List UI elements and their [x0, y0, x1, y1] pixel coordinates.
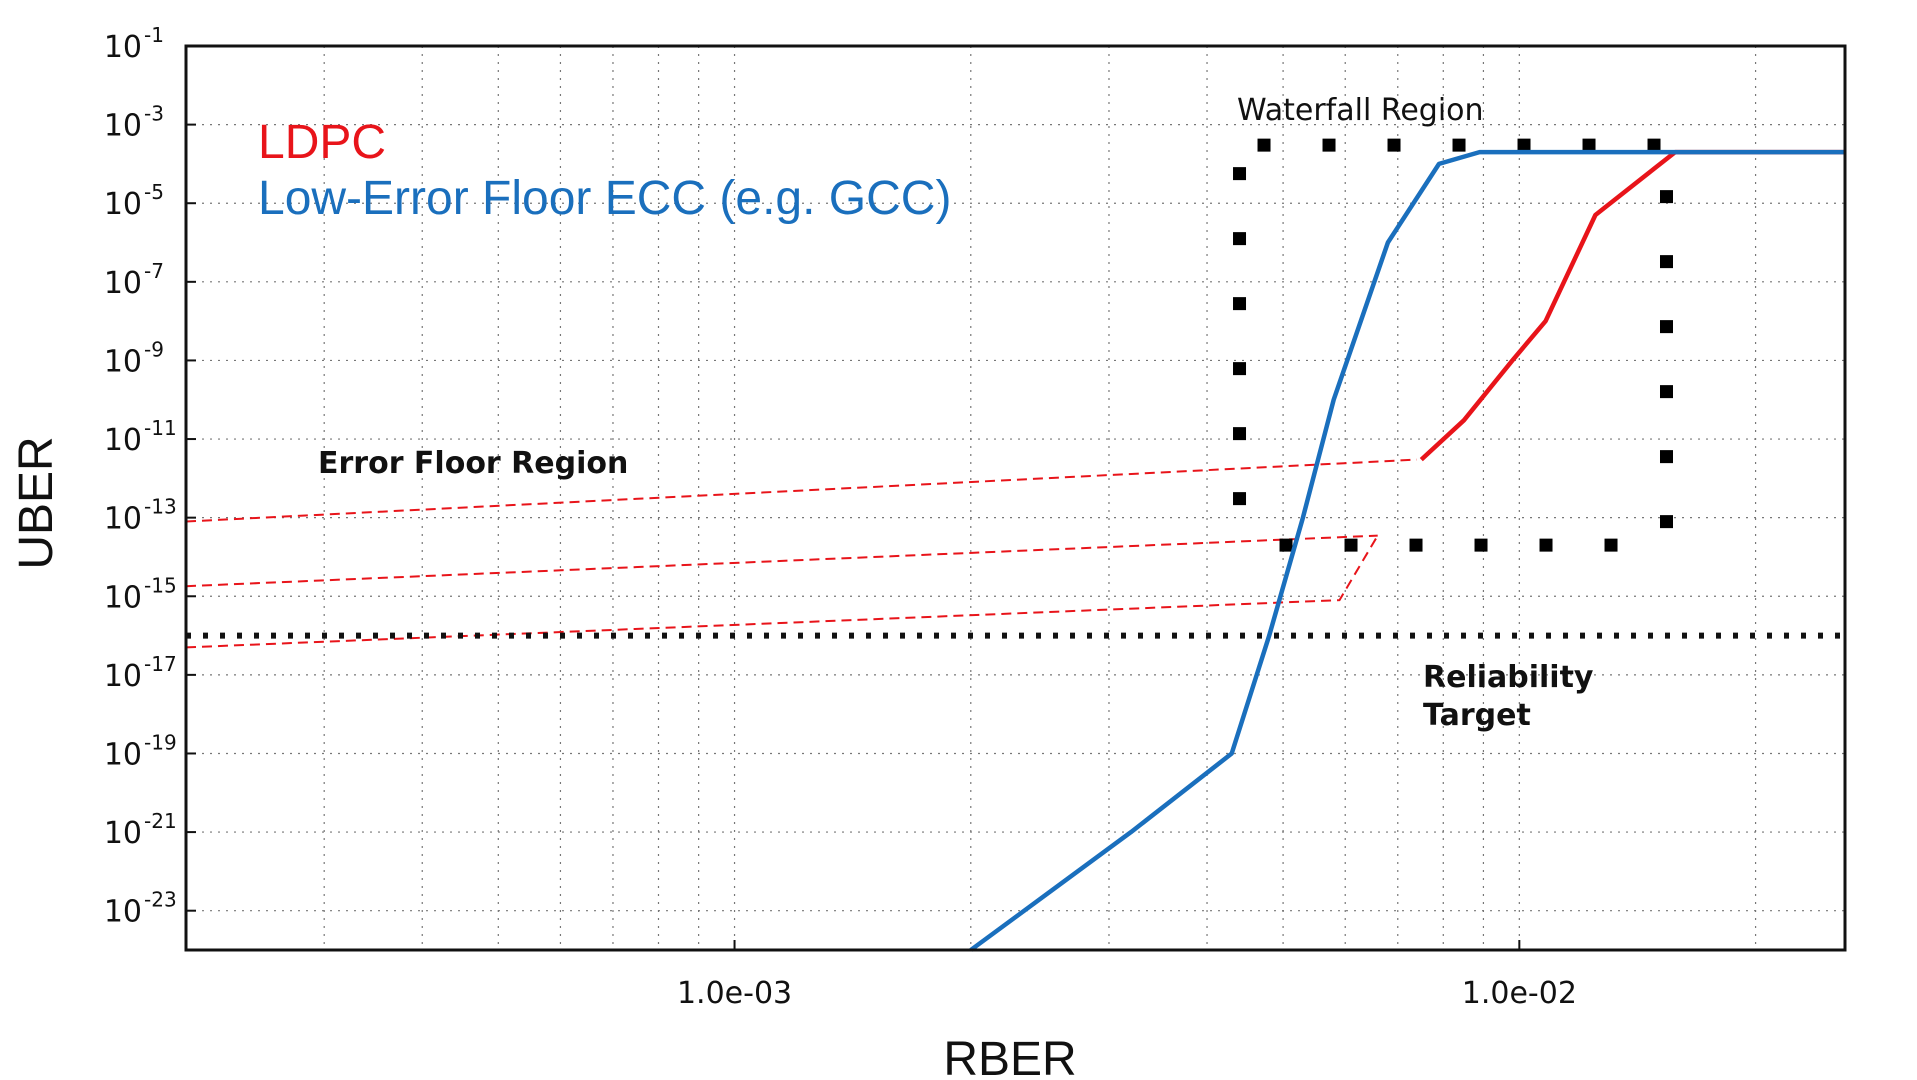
grid	[186, 45, 1845, 950]
waterfall-region-box	[1233, 138, 1673, 552]
y-tick-base: 10	[104, 659, 142, 694]
y-tick-exponent: -5	[144, 180, 164, 204]
y-tick-exponent: -1	[144, 23, 164, 47]
reliability-target-label-line2: Target	[1423, 698, 1531, 733]
y-tick-base: 10	[104, 502, 142, 537]
series-lines	[969, 149, 1845, 952]
y-tick-exponent: -23	[144, 888, 177, 912]
y-tick-label: 10 -19	[104, 730, 196, 772]
y-tick-base: 10	[104, 737, 142, 772]
waterfall-region-label: Waterfall Region	[1237, 93, 1484, 128]
y-tick-base: 10	[104, 816, 142, 851]
y-tick-label: 10 -17	[104, 652, 196, 694]
y-tick-base: 10	[104, 344, 142, 379]
error-floor-line	[185, 534, 1378, 588]
y-tick-exponent: -15	[144, 573, 177, 597]
y-tick-label: 10 -15	[104, 573, 196, 615]
y-tick-label: 10 -23	[104, 888, 196, 930]
x-tick-labels: 1.0e-03 1.0e-02	[677, 940, 1577, 1011]
y-tick-base: 10	[104, 187, 142, 222]
y-tick-exponent: -13	[144, 495, 177, 519]
y-tick-exponent: -11	[144, 416, 177, 440]
y-axis-title: UBER	[10, 436, 63, 569]
error-floor-line	[185, 535, 1379, 649]
plot-frame	[184, 44, 1847, 952]
x-axis-title: RBER	[943, 1033, 1076, 1080]
y-tick-label: 10 -21	[104, 809, 196, 851]
legend-ldpc: LDPC	[258, 116, 386, 169]
error-floor-lines	[185, 458, 1417, 649]
y-tick-exponent: -7	[144, 259, 164, 283]
gcc-line	[969, 149, 1845, 952]
x-tick-label: 1.0e-03	[677, 976, 792, 1011]
y-tick-label: 10 -7	[104, 259, 196, 301]
reliability-target-label-line1: Reliability	[1423, 660, 1594, 695]
y-tick-label: 10 -13	[104, 495, 196, 537]
x-tick-label: 1.0e-02	[1462, 976, 1577, 1011]
y-tick-label: 10 -3	[104, 102, 196, 144]
y-tick-labels: 10-110-310-510-710-910-1110-1310-1510-17…	[104, 23, 196, 930]
y-tick-base: 10	[104, 580, 142, 615]
y-tick-label: 10 -5	[104, 180, 196, 222]
y-tick-base: 10	[104, 266, 142, 301]
legend-gcc: Low-Error Floor ECC (e.g. GCC)	[258, 172, 951, 225]
error-floor-region-label: Error Floor Region	[318, 446, 628, 481]
y-tick-base: 10	[104, 30, 142, 65]
y-tick-label: 10 -11	[104, 416, 196, 458]
y-tick-exponent: -3	[144, 102, 164, 126]
y-tick-exponent: -19	[144, 730, 177, 754]
y-tick-base: 10	[104, 895, 142, 930]
y-tick-exponent: -9	[144, 337, 164, 361]
y-tick-base: 10	[104, 109, 142, 144]
y-tick-label: 10 -9	[104, 337, 196, 379]
error-floor-line	[185, 458, 1417, 523]
y-tick-base: 10	[104, 423, 142, 458]
y-tick-exponent: -21	[144, 809, 177, 833]
y-tick-exponent: -17	[144, 652, 177, 676]
